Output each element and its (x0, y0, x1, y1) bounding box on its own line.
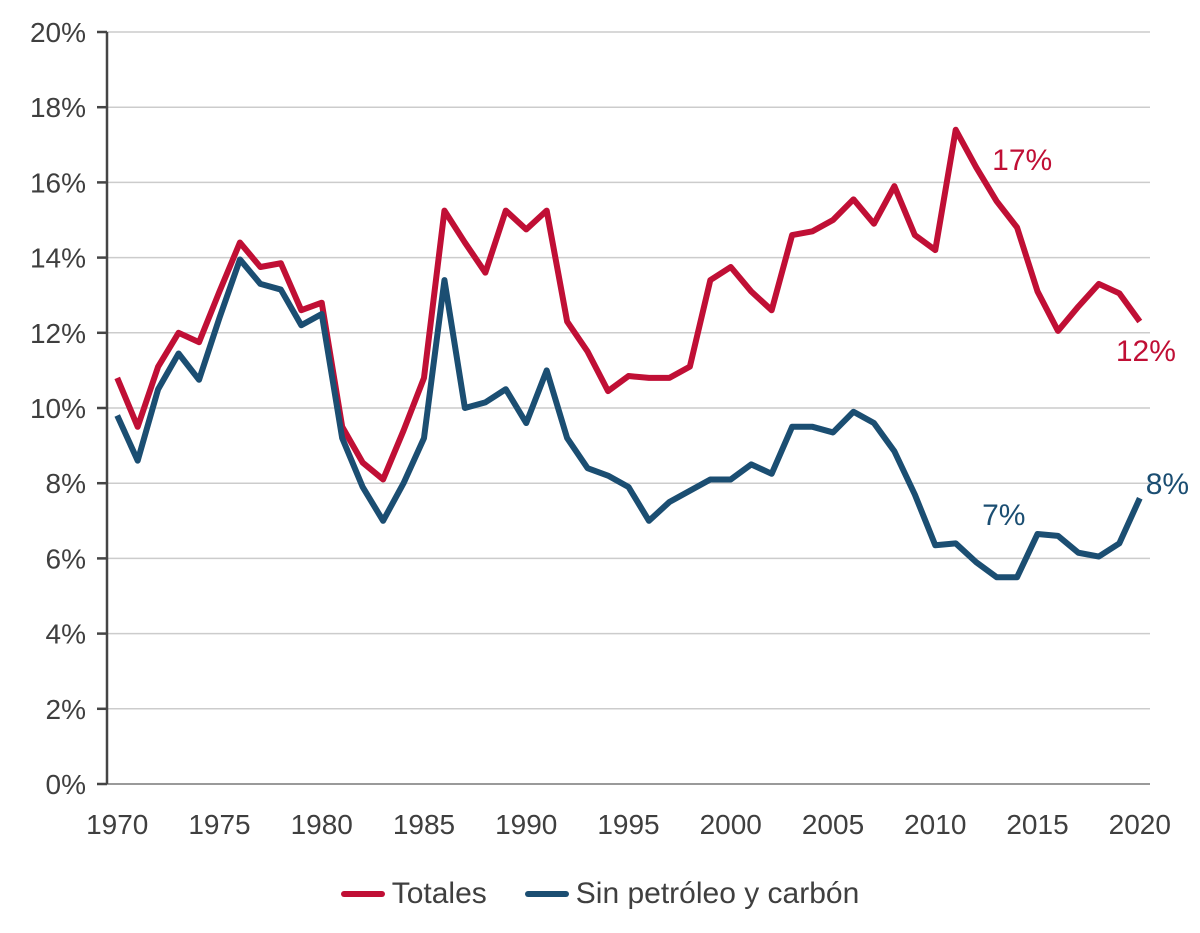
x-tick-label: 1995 (597, 809, 659, 840)
legend-item-sin-petroleo: Sin petróleo y carbón (524, 877, 860, 911)
y-tick-label: 10% (30, 393, 86, 424)
x-tick-label: 1990 (495, 809, 557, 840)
x-tick-label: 1980 (291, 809, 353, 840)
x-tick-label: 2020 (1109, 809, 1171, 840)
y-tick-label: 2% (46, 694, 86, 725)
y-tick-label: 16% (30, 167, 86, 198)
annotation-label: 17% (992, 144, 1052, 177)
y-tick-label: 14% (30, 243, 86, 274)
y-tick-label: 12% (30, 318, 86, 349)
x-tick-label: 2015 (1006, 809, 1068, 840)
x-tick-label: 1985 (393, 809, 455, 840)
y-tick-label: 20% (30, 17, 86, 48)
y-tick-label: 4% (46, 619, 86, 650)
series-line-totales (114, 126, 1143, 483)
y-tick-label: 8% (46, 468, 86, 499)
y-tick-label: 18% (30, 92, 86, 123)
annotation-label: 8% (1146, 468, 1189, 501)
series-line-sin-petroleo (114, 256, 1143, 581)
x-tick-label: 2000 (700, 809, 762, 840)
x-tick-label: 1970 (86, 809, 148, 840)
legend-label-sin-petroleo: Sin petróleo y carbón (575, 877, 860, 910)
y-tick-label: 6% (46, 543, 86, 574)
annotation-label: 12% (1116, 335, 1176, 368)
y-tick-label: 0% (46, 769, 86, 800)
legend-label-totales: Totales (391, 877, 487, 910)
x-tick-label: 1975 (188, 809, 250, 840)
legend: Totales Sin petróleo y carbón (0, 868, 1200, 920)
legend-swatch-totales (340, 891, 385, 897)
x-tick-label: 2010 (904, 809, 966, 840)
legend-swatch-sin-petroleo (524, 891, 569, 897)
legend-item-totales: Totales (340, 877, 487, 911)
annotation-label: 7% (982, 499, 1025, 532)
x-tick-label: 2005 (802, 809, 864, 840)
